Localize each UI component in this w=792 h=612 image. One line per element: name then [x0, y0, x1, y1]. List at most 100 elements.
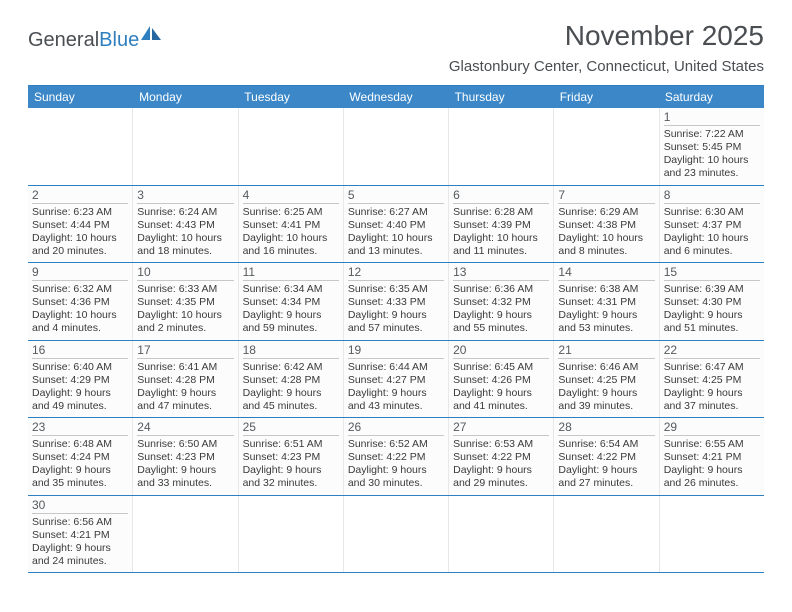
sunset-text: Sunset: 4:43 PM: [137, 219, 233, 232]
day-number: 5: [348, 188, 444, 204]
daylight-text: Daylight: 10 hours and 23 minutes.: [664, 154, 760, 180]
day-number: 16: [32, 343, 128, 359]
day-info: Sunrise: 6:25 AMSunset: 4:41 PMDaylight:…: [243, 206, 339, 259]
sunset-text: Sunset: 4:31 PM: [558, 296, 654, 309]
day-info: Sunrise: 6:53 AMSunset: 4:22 PMDaylight:…: [453, 438, 549, 491]
week-row: 30Sunrise: 6:56 AMSunset: 4:21 PMDayligh…: [28, 496, 764, 574]
daylight-text: Daylight: 9 hours and 55 minutes.: [453, 309, 549, 335]
daylight-text: Daylight: 10 hours and 13 minutes.: [348, 232, 444, 258]
day-info: Sunrise: 6:42 AMSunset: 4:28 PMDaylight:…: [243, 361, 339, 414]
day-cell: 23Sunrise: 6:48 AMSunset: 4:24 PMDayligh…: [28, 418, 133, 495]
day-cell: 25Sunrise: 6:51 AMSunset: 4:23 PMDayligh…: [239, 418, 344, 495]
day-number: 11: [243, 265, 339, 281]
weekday-header: Thursday: [449, 86, 554, 108]
daylight-text: Daylight: 9 hours and 59 minutes.: [243, 309, 339, 335]
day-number: 9: [32, 265, 128, 281]
day-cell: 1Sunrise: 7:22 AMSunset: 5:45 PMDaylight…: [660, 108, 764, 185]
daylight-text: Daylight: 9 hours and 39 minutes.: [558, 387, 654, 413]
day-number: 21: [558, 343, 654, 359]
daylight-text: Daylight: 9 hours and 32 minutes.: [243, 464, 339, 490]
sunset-text: Sunset: 4:23 PM: [243, 451, 339, 464]
page-title: November 2025: [565, 20, 764, 52]
day-cell: 6Sunrise: 6:28 AMSunset: 4:39 PMDaylight…: [449, 186, 554, 263]
day-cell: 9 Sunrise: 6:32 AMSunset: 4:36 PMDaylight…: [28, 263, 133, 340]
day-info: Sunrise: 6:38 AMSunset: 4:31 PMDaylight:…: [558, 283, 654, 336]
day-cell: 22Sunrise: 6:47 AMSunset: 4:25 PMDayligh…: [660, 341, 764, 418]
day-cell: 17Sunrise: 6:41 AMSunset: 4:28 PMDayligh…: [133, 341, 238, 418]
calendar-body: 1Sunrise: 7:22 AMSunset: 5:45 PMDaylight…: [28, 108, 764, 573]
day-info: Sunrise: 6:41 AMSunset: 4:28 PMDaylight:…: [137, 361, 233, 414]
day-info: Sunrise: 6:39 AMSunset: 4:30 PMDaylight:…: [664, 283, 760, 336]
sunset-text: Sunset: 4:33 PM: [348, 296, 444, 309]
day-number: 27: [453, 420, 549, 436]
day-number: 30: [32, 498, 128, 514]
sunrise-text: Sunrise: 6:45 AM: [453, 361, 549, 374]
day-info: Sunrise: 6:45 AMSunset: 4:26 PMDaylight:…: [453, 361, 549, 414]
day-number: 15: [664, 265, 760, 281]
day-number: 26: [348, 420, 444, 436]
day-cell: [449, 108, 554, 185]
daylight-text: Daylight: 9 hours and 41 minutes.: [453, 387, 549, 413]
day-cell: [133, 496, 238, 573]
daylight-text: Daylight: 9 hours and 35 minutes.: [32, 464, 128, 490]
sunrise-text: Sunrise: 6:40 AM: [32, 361, 128, 374]
brand-logo: GeneralBlue: [28, 26, 163, 54]
sunrise-text: Sunrise: 6:52 AM: [348, 438, 444, 451]
sunrise-text: Sunrise: 6:27 AM: [348, 206, 444, 219]
day-cell: 4Sunrise: 6:25 AMSunset: 4:41 PMDaylight…: [239, 186, 344, 263]
week-row: 1Sunrise: 7:22 AMSunset: 5:45 PMDaylight…: [28, 108, 764, 186]
sunrise-text: Sunrise: 6:29 AM: [558, 206, 654, 219]
daylight-text: Daylight: 10 hours and 6 minutes.: [664, 232, 760, 258]
day-info: Sunrise: 6:28 AMSunset: 4:39 PMDaylight:…: [453, 206, 549, 259]
sunrise-text: Sunrise: 6:53 AM: [453, 438, 549, 451]
day-cell: 24Sunrise: 6:50 AMSunset: 4:23 PMDayligh…: [133, 418, 238, 495]
sunset-text: Sunset: 4:27 PM: [348, 374, 444, 387]
sunset-text: Sunset: 4:21 PM: [32, 529, 128, 542]
sunset-text: Sunset: 4:30 PM: [664, 296, 760, 309]
sunset-text: Sunset: 4:38 PM: [558, 219, 654, 232]
location-subtitle: Glastonbury Center, Connecticut, United …: [28, 58, 764, 75]
day-cell: 8Sunrise: 6:30 AMSunset: 4:37 PMDaylight…: [660, 186, 764, 263]
day-number: 29: [664, 420, 760, 436]
daylight-text: Daylight: 10 hours and 2 minutes.: [137, 309, 233, 335]
sunrise-text: Sunrise: 6:48 AM: [32, 438, 128, 451]
daylight-text: Daylight: 9 hours and 30 minutes.: [348, 464, 444, 490]
sunrise-text: Sunrise: 6:39 AM: [664, 283, 760, 296]
day-cell: 13Sunrise: 6:36 AMSunset: 4:32 PMDayligh…: [449, 263, 554, 340]
day-info: Sunrise: 6:32 AMSunset: 4:36 PMDaylight:…: [32, 283, 128, 336]
day-info: Sunrise: 6:46 AMSunset: 4:25 PMDaylight:…: [558, 361, 654, 414]
daylight-text: Daylight: 9 hours and 43 minutes.: [348, 387, 444, 413]
day-cell: [344, 108, 449, 185]
day-number: 25: [243, 420, 339, 436]
sunset-text: Sunset: 4:37 PM: [664, 219, 760, 232]
daylight-text: Daylight: 10 hours and 8 minutes.: [558, 232, 654, 258]
day-cell: [28, 108, 133, 185]
sunset-text: Sunset: 4:23 PM: [137, 451, 233, 464]
day-cell: 29Sunrise: 6:55 AMSunset: 4:21 PMDayligh…: [660, 418, 764, 495]
day-cell: [554, 496, 659, 573]
brand-part1: General: [28, 29, 99, 52]
day-info: Sunrise: 6:33 AMSunset: 4:35 PMDaylight:…: [137, 283, 233, 336]
sunrise-text: Sunrise: 6:32 AM: [32, 283, 128, 296]
daylight-text: Daylight: 10 hours and 16 minutes.: [243, 232, 339, 258]
daylight-text: Daylight: 9 hours and 26 minutes.: [664, 464, 760, 490]
sunrise-text: Sunrise: 6:56 AM: [32, 516, 128, 529]
day-number: 10: [137, 265, 233, 281]
week-row: 9 Sunrise: 6:32 AMSunset: 4:36 PMDaylight…: [28, 263, 764, 341]
sunset-text: Sunset: 4:44 PM: [32, 219, 128, 232]
day-cell: 14Sunrise: 6:38 AMSunset: 4:31 PMDayligh…: [554, 263, 659, 340]
weekday-header-row: SundayMondayTuesdayWednesdayThursdayFrid…: [28, 86, 764, 108]
sunset-text: Sunset: 4:28 PM: [243, 374, 339, 387]
day-cell: 5Sunrise: 6:27 AMSunset: 4:40 PMDaylight…: [344, 186, 449, 263]
sunrise-text: Sunrise: 6:36 AM: [453, 283, 549, 296]
sunset-text: Sunset: 4:28 PM: [137, 374, 233, 387]
day-info: Sunrise: 6:30 AMSunset: 4:37 PMDaylight:…: [664, 206, 760, 259]
day-cell: 21 Sunrise: 6:46 AMSunset: 4:25 PMDayligh…: [554, 341, 659, 418]
sunset-text: Sunset: 4:21 PM: [664, 451, 760, 464]
sunrise-text: Sunrise: 6:47 AM: [664, 361, 760, 374]
sunset-text: Sunset: 4:34 PM: [243, 296, 339, 309]
sunset-text: Sunset: 4:29 PM: [32, 374, 128, 387]
day-cell: [449, 496, 554, 573]
sunset-text: Sunset: 4:22 PM: [558, 451, 654, 464]
day-cell: 28Sunrise: 6:54 AMSunset: 4:22 PMDayligh…: [554, 418, 659, 495]
